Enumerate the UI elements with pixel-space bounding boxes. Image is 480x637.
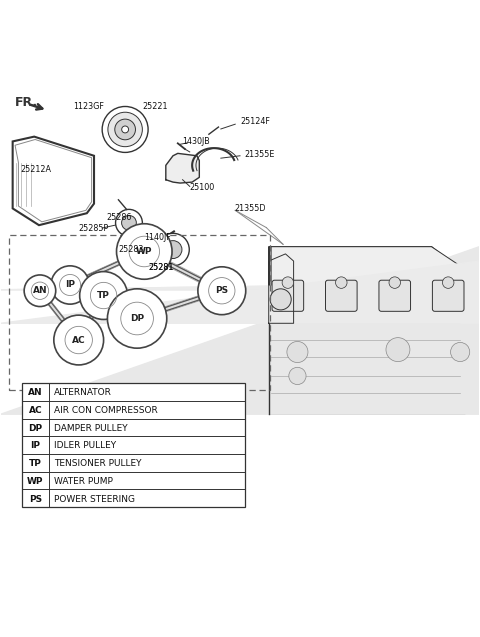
Text: AIR CON COMPRESSOR: AIR CON COMPRESSOR xyxy=(54,406,158,415)
Text: PS: PS xyxy=(29,494,42,504)
Circle shape xyxy=(451,343,470,362)
Text: TP: TP xyxy=(97,291,110,300)
Circle shape xyxy=(117,224,172,279)
Text: 21355E: 21355E xyxy=(245,150,275,159)
Circle shape xyxy=(164,241,182,259)
Polygon shape xyxy=(0,254,480,324)
Text: IP: IP xyxy=(65,280,75,289)
Text: ALTERNATOR: ALTERNATOR xyxy=(54,389,112,397)
Text: 25285P: 25285P xyxy=(79,224,109,233)
Text: TENSIONER PULLEY: TENSIONER PULLEY xyxy=(54,459,142,468)
Text: AC: AC xyxy=(72,336,85,345)
Polygon shape xyxy=(166,154,199,183)
Text: 25212A: 25212A xyxy=(21,165,52,174)
Text: WATER PUMP: WATER PUMP xyxy=(54,477,113,486)
Text: AN: AN xyxy=(28,389,43,397)
Circle shape xyxy=(51,266,89,304)
Polygon shape xyxy=(269,247,465,414)
Circle shape xyxy=(198,267,246,315)
Text: 25124F: 25124F xyxy=(240,117,270,126)
Circle shape xyxy=(287,341,308,362)
Text: AN: AN xyxy=(33,286,47,295)
Text: 21355D: 21355D xyxy=(234,204,266,213)
Circle shape xyxy=(282,277,294,289)
Polygon shape xyxy=(0,271,480,290)
Circle shape xyxy=(121,215,136,230)
FancyBboxPatch shape xyxy=(325,280,357,311)
Text: DP: DP xyxy=(28,424,42,433)
Text: 25221: 25221 xyxy=(142,103,168,111)
Circle shape xyxy=(122,126,129,133)
FancyBboxPatch shape xyxy=(432,280,464,311)
FancyBboxPatch shape xyxy=(22,383,245,507)
Circle shape xyxy=(157,233,189,266)
Circle shape xyxy=(102,106,148,152)
Text: IP: IP xyxy=(30,441,40,450)
Text: 25100: 25100 xyxy=(190,183,215,192)
Circle shape xyxy=(108,289,167,348)
Circle shape xyxy=(24,275,56,306)
FancyBboxPatch shape xyxy=(272,280,304,311)
Polygon shape xyxy=(0,265,480,290)
Circle shape xyxy=(443,277,454,289)
Text: 25281: 25281 xyxy=(148,263,173,272)
Text: PS: PS xyxy=(215,286,228,295)
Text: POWER STEERING: POWER STEERING xyxy=(54,494,135,504)
Circle shape xyxy=(116,210,143,236)
Text: 1123GF: 1123GF xyxy=(73,103,104,111)
Text: 25283: 25283 xyxy=(118,245,144,254)
Circle shape xyxy=(54,315,104,365)
Text: IDLER PULLEY: IDLER PULLEY xyxy=(54,441,117,450)
Circle shape xyxy=(270,289,291,310)
Text: TP: TP xyxy=(29,459,42,468)
Text: 1140JF: 1140JF xyxy=(144,233,171,241)
Circle shape xyxy=(386,338,410,362)
Text: 1430JB: 1430JB xyxy=(182,137,210,146)
Circle shape xyxy=(389,277,400,289)
Text: DP: DP xyxy=(130,314,144,323)
Circle shape xyxy=(108,112,143,147)
Text: DAMPER PULLEY: DAMPER PULLEY xyxy=(54,424,128,433)
Circle shape xyxy=(115,119,135,140)
Text: 25286: 25286 xyxy=(106,213,132,222)
Text: WP: WP xyxy=(136,247,153,256)
Text: 25281: 25281 xyxy=(148,263,173,272)
Text: FR.: FR. xyxy=(15,96,38,109)
Polygon shape xyxy=(0,247,480,414)
Text: WP: WP xyxy=(27,477,44,486)
Circle shape xyxy=(80,271,128,320)
Circle shape xyxy=(289,368,306,385)
Circle shape xyxy=(336,277,347,289)
FancyBboxPatch shape xyxy=(379,280,410,311)
Polygon shape xyxy=(271,247,460,324)
Text: AC: AC xyxy=(29,406,42,415)
